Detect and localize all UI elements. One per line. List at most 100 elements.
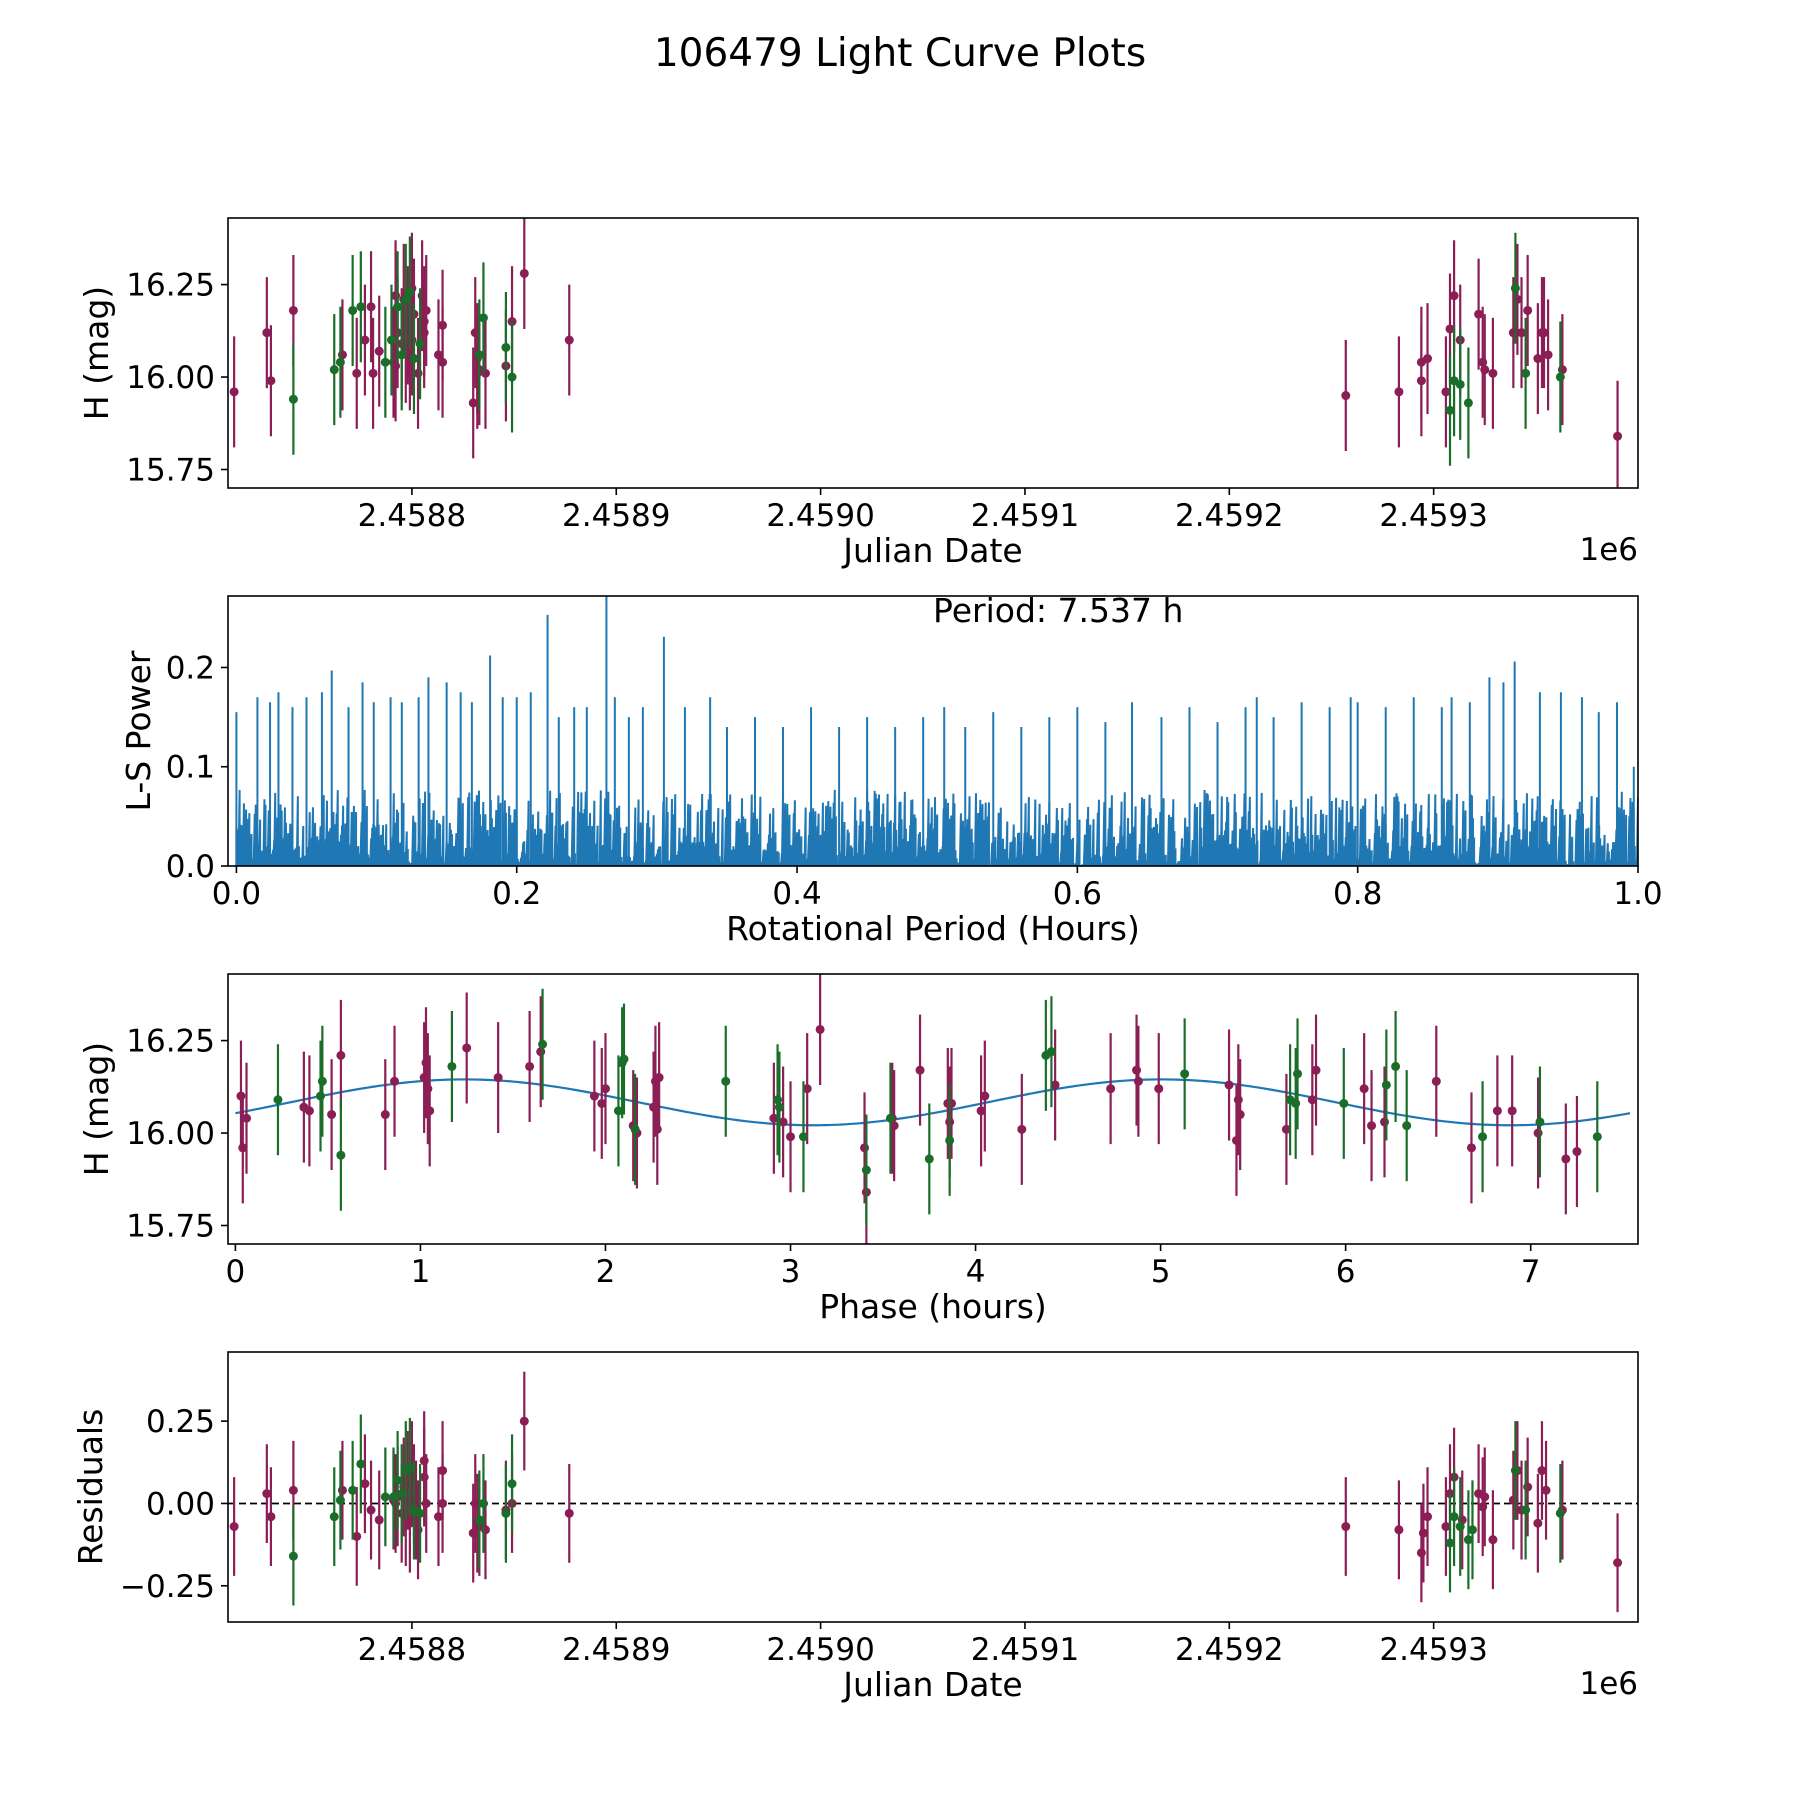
residuals-point-magenta bbox=[1523, 1482, 1533, 1492]
residuals-point-magenta bbox=[1541, 1485, 1551, 1495]
residuals-point-magenta bbox=[1394, 1525, 1404, 1535]
residuals-point-green bbox=[1555, 1508, 1565, 1518]
lightcurve-point-green bbox=[397, 350, 407, 360]
residuals-point-green bbox=[1521, 1505, 1531, 1515]
phase-point-green bbox=[924, 1154, 934, 1164]
residuals-ylabel: Residuals bbox=[71, 1409, 110, 1566]
residuals-xtick-label: 2.4588 bbox=[358, 1632, 466, 1668]
phase-point-magenta bbox=[1359, 1084, 1369, 1094]
lightcurve-point-green bbox=[415, 339, 425, 349]
phase-point-magenta bbox=[1106, 1084, 1116, 1094]
periodogram-ticks: 0.0 0.2 0.4 0.6 0.8 1.0 0.0 0.1 0.2 bbox=[166, 650, 1663, 912]
phase-data bbox=[235, 974, 1631, 1244]
phase-point-magenta bbox=[423, 1084, 433, 1094]
phase-xtick-label: 6 bbox=[1336, 1254, 1356, 1290]
phase-point-magenta bbox=[1132, 1065, 1142, 1075]
phase-ticks: 0 1 2 3 4 5 6 7 15.75 16.00 16.25 bbox=[126, 1024, 1540, 1290]
phase-point-magenta bbox=[425, 1106, 435, 1116]
lightcurve-point-magenta bbox=[1474, 309, 1484, 319]
phase-ytick-label: 15.75 bbox=[126, 1209, 215, 1245]
phase-point-magenta bbox=[390, 1076, 400, 1086]
lightcurve-point-magenta bbox=[352, 368, 362, 378]
phase-point-magenta bbox=[915, 1065, 925, 1075]
residuals-point-magenta bbox=[266, 1512, 276, 1522]
phase-xtick-label: 3 bbox=[781, 1254, 801, 1290]
phase-point-magenta bbox=[327, 1110, 337, 1120]
phase-xtick-label: 2 bbox=[596, 1254, 616, 1290]
residuals-point-magenta bbox=[352, 1531, 362, 1541]
phase-xtick-label: 5 bbox=[1151, 1254, 1171, 1290]
residuals-point-magenta bbox=[433, 1512, 443, 1522]
phase-point-green bbox=[1180, 1069, 1190, 1079]
residuals-xtick-label: 2.4593 bbox=[1379, 1632, 1487, 1668]
lightcurve-point-magenta bbox=[1449, 291, 1459, 301]
lightcurve-plot-area bbox=[229, 218, 1623, 488]
phase-point-green bbox=[538, 1039, 548, 1049]
periodogram-xtick-label: 0.6 bbox=[1053, 876, 1102, 912]
residuals-ytick-label: −0.25 bbox=[120, 1569, 215, 1605]
phase-point-green bbox=[336, 1150, 346, 1160]
residuals-point-magenta bbox=[1533, 1518, 1543, 1528]
residuals-point-green bbox=[393, 1475, 403, 1485]
residuals-point-magenta bbox=[1480, 1492, 1490, 1502]
residuals-point-green bbox=[397, 1489, 407, 1499]
phase-point-green bbox=[273, 1095, 283, 1105]
lightcurve-point-magenta bbox=[360, 335, 370, 345]
residuals-point-green bbox=[415, 1508, 425, 1518]
phase-point-green bbox=[1592, 1132, 1602, 1142]
residuals-xtick-label: 2.4591 bbox=[971, 1632, 1079, 1668]
lightcurve-point-magenta bbox=[1613, 431, 1623, 441]
residuals-point-green bbox=[348, 1485, 358, 1495]
lightcurve-point-green bbox=[1521, 368, 1531, 378]
residuals-point-magenta bbox=[1537, 1466, 1547, 1476]
lightcurve-point-magenta bbox=[1445, 324, 1455, 334]
phase-point-magenta bbox=[889, 1121, 899, 1131]
phase-point-magenta bbox=[238, 1143, 248, 1153]
lightcurve-point-magenta bbox=[407, 335, 417, 345]
periodogram-xtick-label: 0.8 bbox=[1333, 876, 1382, 912]
lightcurve-point-magenta bbox=[1539, 328, 1549, 338]
phase-point-magenta bbox=[525, 1061, 535, 1071]
residuals-ticks: 2.4588 2.4589 2.4590 2.4591 2.4592 2.4593 −0.2… bbox=[120, 1404, 1488, 1668]
lightcurve-point-green bbox=[329, 365, 339, 375]
lightcurve-axes-frame bbox=[227, 217, 1639, 489]
phase-point-magenta bbox=[1492, 1106, 1502, 1116]
phase-point-magenta bbox=[1133, 1076, 1143, 1086]
phase-plot-area bbox=[235, 974, 1631, 1244]
periodogram-xlabel: Rotational Period (Hours) bbox=[726, 909, 1140, 948]
phase-point-green bbox=[1293, 1069, 1303, 1079]
periodogram-ytick-label: 0.2 bbox=[166, 650, 215, 686]
lightcurve-point-green bbox=[401, 294, 411, 304]
phase-point-green bbox=[861, 1165, 871, 1175]
phase-point-magenta bbox=[1431, 1076, 1441, 1086]
lightcurve-point-magenta bbox=[1441, 387, 1451, 397]
residuals-point-magenta bbox=[1488, 1535, 1498, 1545]
residuals-point-green bbox=[1449, 1512, 1459, 1522]
phase-point-magenta bbox=[462, 1043, 472, 1053]
phase-xtick-label: 4 bbox=[966, 1254, 986, 1290]
phase-point-magenta bbox=[802, 1084, 812, 1094]
residuals-point-magenta bbox=[480, 1525, 490, 1535]
phase-point-magenta bbox=[380, 1110, 390, 1120]
lightcurve-point-magenta bbox=[1480, 365, 1490, 375]
phase-ylabel: H (mag) bbox=[77, 1042, 116, 1176]
phase-point-magenta bbox=[589, 1091, 599, 1101]
lightcurve-xtick-label: 2.4590 bbox=[766, 498, 874, 534]
periodogram-data bbox=[235, 596, 1638, 866]
phase-point-green bbox=[1046, 1047, 1056, 1057]
phase-point-green bbox=[945, 1135, 955, 1145]
phase-point-green bbox=[1381, 1080, 1391, 1090]
residuals-point-magenta bbox=[1441, 1522, 1451, 1532]
residuals-point-green bbox=[288, 1551, 298, 1561]
phase-point-magenta bbox=[654, 1073, 664, 1083]
lightcurve-point-green bbox=[409, 354, 419, 364]
phase-point-magenta bbox=[1307, 1095, 1317, 1105]
lightcurve-point-magenta bbox=[468, 398, 478, 408]
phase-point-magenta bbox=[597, 1098, 607, 1108]
periodogram-xtick-label: 0.2 bbox=[492, 876, 541, 912]
residuals-point-green bbox=[501, 1508, 511, 1518]
residuals-point-green bbox=[507, 1479, 517, 1489]
phase-point-green bbox=[630, 1124, 640, 1134]
phase-point-green bbox=[1391, 1061, 1401, 1071]
